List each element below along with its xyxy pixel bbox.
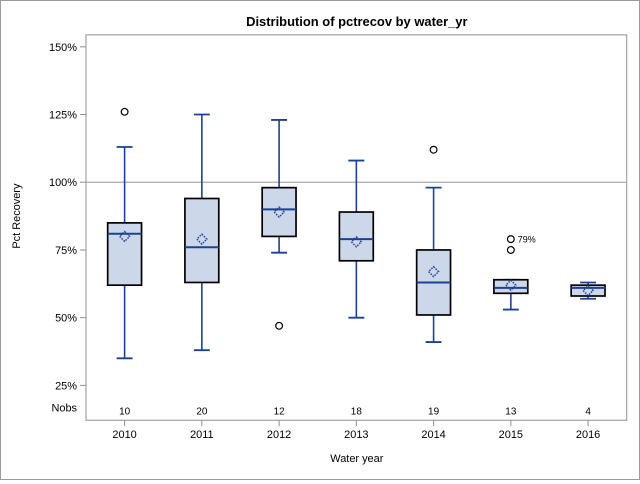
box-group-2011 [184, 113, 220, 352]
x-tick-label: 2010 [112, 429, 136, 441]
y-tick-label: 125% [49, 110, 77, 122]
nobs-value: 10 [119, 406, 131, 417]
box-group-2015: 79% [493, 235, 536, 311]
y-tick-label: 75% [55, 245, 77, 257]
y-axis-title: Pct Recovery [11, 183, 23, 249]
x-tick-label: 2016 [576, 429, 600, 441]
chart-title: Distribution of pctrecov by water_yr [246, 14, 467, 29]
nobs-value: 20 [196, 406, 208, 417]
mean-diamond [504, 279, 517, 292]
y-tick-label: 50% [55, 313, 77, 325]
nobs-row-label: Nobs [51, 402, 77, 414]
box-group-2016 [570, 281, 606, 300]
y-tick-label: 25% [55, 380, 77, 392]
mean-diamond [273, 206, 286, 219]
mean-diamond [118, 230, 131, 243]
x-axis-title: Water year [330, 453, 383, 465]
iqr-box [570, 284, 606, 297]
x-tick-label: 2012 [267, 429, 291, 441]
x-tick-label: 2014 [421, 429, 445, 441]
box-group-2014 [415, 145, 452, 343]
mean-diamond [582, 284, 595, 297]
iqr-box [261, 186, 297, 238]
nobs-value: 13 [505, 406, 517, 417]
outlier-point [275, 321, 284, 330]
outlier-point [506, 235, 515, 244]
outlier-value-label: 79% [518, 235, 536, 245]
mean-diamond [195, 233, 208, 246]
box-group-2010 [106, 107, 143, 360]
mean-diamond [427, 265, 440, 278]
outlier-point [429, 145, 438, 154]
box-group-2013 [338, 159, 375, 319]
plot-area: 150% 125% 100% 75% 50% 25% 10 2010 20 2011 12 2012 1… [49, 34, 628, 441]
nobs-value: 19 [428, 406, 440, 417]
outlier-point [120, 107, 129, 116]
x-tick-label: 2015 [499, 429, 523, 441]
nobs-value: 18 [351, 406, 363, 417]
x-tick-label: 2011 [190, 429, 214, 441]
nobs-value: 12 [274, 406, 286, 417]
y-tick-label: 100% [49, 177, 77, 189]
box-group-2012 [261, 119, 297, 330]
nobs-value: 4 [585, 406, 591, 417]
iqr-box [184, 197, 220, 284]
iqr-box [493, 278, 529, 295]
mean-diamond [350, 235, 363, 248]
x-tick-label: 2013 [344, 429, 368, 441]
y-tick-label: 150% [49, 42, 77, 54]
outlier-point [506, 245, 515, 254]
